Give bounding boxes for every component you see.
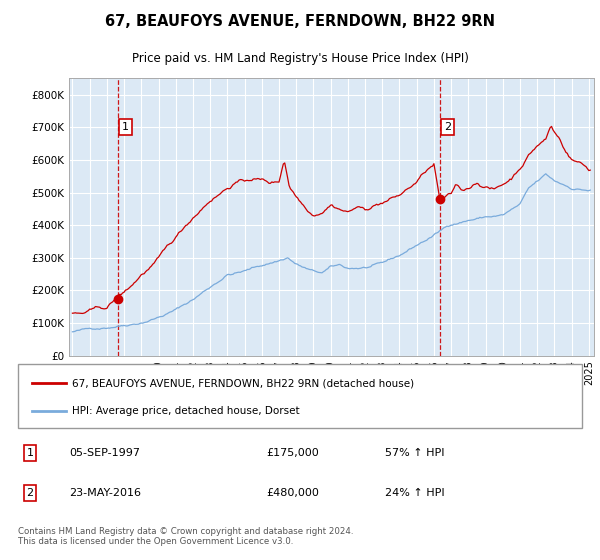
Text: 1: 1 [122, 122, 129, 132]
Text: 23-MAY-2016: 23-MAY-2016 [69, 488, 141, 498]
Text: 67, BEAUFOYS AVENUE, FERNDOWN, BH22 9RN (detached house): 67, BEAUFOYS AVENUE, FERNDOWN, BH22 9RN … [71, 379, 414, 388]
Text: HPI: Average price, detached house, Dorset: HPI: Average price, detached house, Dors… [71, 406, 299, 416]
Text: Price paid vs. HM Land Registry's House Price Index (HPI): Price paid vs. HM Land Registry's House … [131, 53, 469, 66]
Text: £175,000: £175,000 [266, 448, 319, 458]
Text: 24% ↑ HPI: 24% ↑ HPI [385, 488, 444, 498]
Text: 2: 2 [26, 488, 34, 498]
Text: 1: 1 [26, 448, 34, 458]
Text: 2: 2 [444, 122, 451, 132]
Text: 57% ↑ HPI: 57% ↑ HPI [385, 448, 444, 458]
Text: 05-SEP-1997: 05-SEP-1997 [69, 448, 140, 458]
Text: Contains HM Land Registry data © Crown copyright and database right 2024.
This d: Contains HM Land Registry data © Crown c… [18, 526, 353, 546]
Text: 67, BEAUFOYS AVENUE, FERNDOWN, BH22 9RN: 67, BEAUFOYS AVENUE, FERNDOWN, BH22 9RN [105, 13, 495, 29]
Text: £480,000: £480,000 [266, 488, 319, 498]
FancyBboxPatch shape [18, 364, 582, 428]
